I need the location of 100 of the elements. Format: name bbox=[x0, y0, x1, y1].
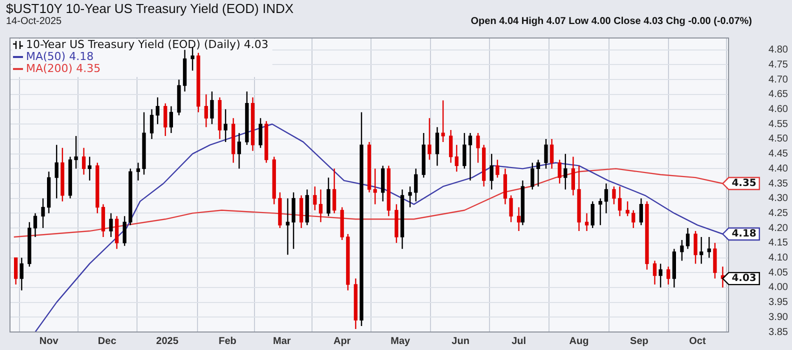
y-tick-label: 4.75 bbox=[768, 59, 788, 70]
candlestick bbox=[150, 108, 154, 140]
candlestick bbox=[658, 263, 662, 288]
candlestick bbox=[101, 204, 106, 238]
candlestick bbox=[394, 204, 398, 244]
candlestick bbox=[20, 257, 24, 292]
candlestick bbox=[490, 153, 494, 190]
candlestick bbox=[503, 168, 508, 205]
candlestick bbox=[250, 96, 255, 152]
candlestick bbox=[114, 216, 119, 250]
x-tick-label: Jun bbox=[452, 336, 470, 347]
y-tick-label: 4.65 bbox=[768, 89, 788, 100]
candlestick bbox=[142, 112, 146, 176]
candlestick bbox=[156, 96, 160, 125]
y-tick-label: 4.25 bbox=[768, 208, 788, 219]
candlestick bbox=[373, 168, 377, 205]
annotation: 4.18 bbox=[732, 228, 756, 240]
legend-label: 10-Year US Treasury Yield (EOD) (Daily) 4.03 bbox=[26, 38, 268, 51]
candlestick bbox=[550, 138, 554, 170]
candlestick bbox=[381, 165, 385, 202]
candlestick bbox=[408, 186, 412, 208]
legend-label: MA(50) 4.18 bbox=[26, 50, 94, 63]
x-tick-label: Mar bbox=[272, 336, 291, 347]
y-tick-label: 3.85 bbox=[768, 326, 788, 338]
candlestick bbox=[441, 100, 445, 143]
candlestick bbox=[60, 147, 64, 202]
candlestick bbox=[74, 135, 78, 170]
y-tick-label: 4.05 bbox=[768, 267, 788, 278]
annotation: 4.35 bbox=[732, 178, 756, 190]
candlestick bbox=[577, 165, 581, 232]
candlestick bbox=[516, 206, 521, 232]
y-tick-label: 4.55 bbox=[768, 118, 788, 130]
candlestick bbox=[264, 120, 268, 164]
candlestick bbox=[428, 118, 432, 160]
x-tick-label: Jul bbox=[512, 336, 526, 347]
x-tick-label: Sep bbox=[630, 336, 648, 347]
candlestick bbox=[367, 141, 372, 194]
x-tick-label: Oct bbox=[689, 336, 706, 347]
candlestick bbox=[454, 144, 458, 172]
x-tick-label: 2025 bbox=[156, 336, 179, 347]
candlestick bbox=[47, 171, 51, 214]
y-tick-label: 4.20 bbox=[768, 222, 788, 234]
candlestick bbox=[33, 212, 38, 238]
candlestick bbox=[41, 198, 45, 229]
candlestick bbox=[652, 260, 657, 286]
candlestick bbox=[694, 230, 698, 264]
candlestick bbox=[54, 144, 58, 199]
candlestick bbox=[68, 156, 72, 199]
candlestick bbox=[299, 194, 304, 229]
candlestick bbox=[318, 188, 323, 223]
candlestick bbox=[82, 147, 86, 176]
candlestick bbox=[520, 180, 525, 226]
candlestick bbox=[449, 129, 453, 164]
candlestick bbox=[313, 186, 317, 211]
candlestick bbox=[245, 90, 249, 146]
candlestick bbox=[476, 132, 480, 164]
candlestick bbox=[666, 266, 670, 286]
candlestick bbox=[204, 94, 208, 128]
y-tick-label: 3.95 bbox=[768, 297, 788, 308]
y-tick-label: 4.15 bbox=[768, 238, 788, 249]
candlestick bbox=[536, 159, 540, 188]
annotation: 4.03 bbox=[732, 273, 756, 284]
candlestick bbox=[386, 165, 391, 217]
candlestick bbox=[468, 132, 472, 182]
candlestick bbox=[482, 144, 486, 188]
legend-label: MA(200) 4.35 bbox=[26, 62, 101, 75]
candlestick bbox=[218, 96, 222, 140]
x-tick-label: Nov bbox=[39, 336, 59, 347]
y-tick-label: 4.00 bbox=[768, 282, 788, 294]
y-tick-label: 4.60 bbox=[768, 104, 788, 116]
candlestick bbox=[422, 132, 426, 178]
candlestick bbox=[326, 176, 330, 217]
candlestick bbox=[713, 242, 717, 280]
candlestick bbox=[169, 106, 174, 134]
candlestick bbox=[686, 227, 690, 250]
candlestick bbox=[332, 168, 336, 214]
x-tick-label: Aug bbox=[569, 336, 589, 347]
candlestick bbox=[14, 257, 18, 286]
candlestick bbox=[292, 192, 296, 250]
chart-subtitle: 14-Oct-2025 bbox=[6, 16, 62, 27]
candlestick bbox=[680, 239, 684, 262]
candlestick bbox=[564, 153, 568, 190]
candlestick bbox=[414, 168, 418, 202]
candlestick bbox=[354, 278, 358, 330]
candlestick bbox=[237, 132, 241, 170]
y-tick-label: 4.70 bbox=[768, 74, 788, 86]
y-tick-label: 3.90 bbox=[768, 312, 788, 323]
x-tick-label: Feb bbox=[218, 336, 236, 347]
candlestick bbox=[544, 138, 548, 170]
candlestick bbox=[672, 248, 676, 288]
y-tick-label: 4.40 bbox=[768, 163, 788, 174]
text: Open 4.04 High 4.07 Low 4.00 Close 4.03 Chg -0.00 (-0.07%) bbox=[470, 16, 752, 27]
candlestick bbox=[618, 186, 622, 217]
y-tick-label: 4.50 bbox=[768, 134, 788, 145]
candlestick bbox=[210, 90, 214, 125]
candlestick bbox=[360, 112, 364, 327]
y-tick-label: 4.45 bbox=[768, 148, 788, 160]
candlestick bbox=[164, 102, 168, 137]
candlestick bbox=[182, 49, 187, 92]
candlestick bbox=[400, 188, 404, 250]
